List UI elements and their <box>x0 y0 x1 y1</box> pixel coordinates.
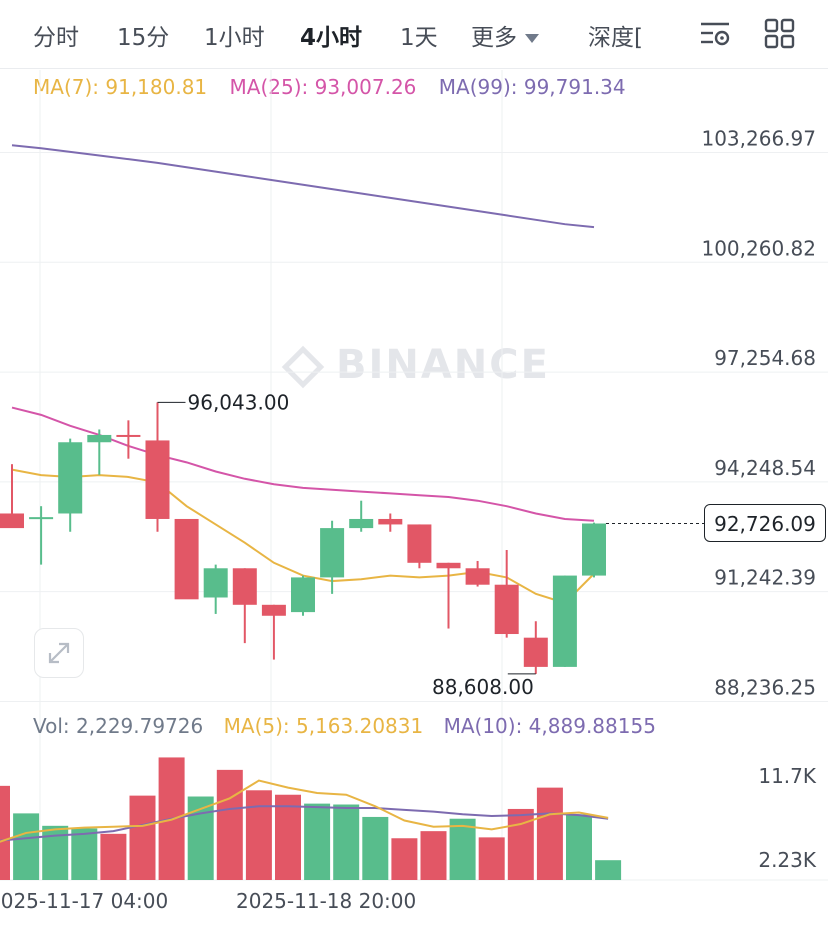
candle-body <box>58 442 83 514</box>
volume-bar <box>333 804 360 880</box>
candle-body <box>261 604 286 616</box>
x-axis-tick-label: 2025-11-18 20:00 <box>236 889 416 913</box>
volume-bar <box>0 785 10 880</box>
y-axis-tick-label: 88,236.25 <box>714 675 816 699</box>
volume-ma-legend: Vol: 2,229.79726 MA(5): 5,163.20831 MA(1… <box>33 714 670 738</box>
current-price-tag: 92,726.09 <box>704 504 826 543</box>
settings-sliders-icon[interactable] <box>697 16 733 52</box>
y-axis-tick-label: 91,242.39 <box>714 566 816 590</box>
ma99-label: MA(99): 99,791.34 <box>438 75 626 99</box>
volume-ma10-line <box>0 805 609 842</box>
y-axis-tick-label: 94,248.54 <box>714 456 816 480</box>
volume-axis-tick-label: 11.7K <box>758 764 817 788</box>
volume-bar <box>42 825 69 880</box>
y-axis-tick-label: 103,266.97 <box>701 126 816 150</box>
expand-icon <box>48 642 70 664</box>
volume-bar <box>566 814 592 880</box>
watermark-text: BINANCE <box>336 342 550 388</box>
x-axis-tick-label: 2025-11-17 04:00 <box>0 889 168 913</box>
volume-ma5-label: MA(5): 5,163.20831 <box>223 714 424 738</box>
volume-bar <box>595 860 622 880</box>
candle-body <box>523 637 548 667</box>
volume-bar <box>507 808 534 880</box>
candle-body <box>174 518 199 600</box>
volume-bar <box>100 833 127 880</box>
tabs-divider <box>0 68 828 69</box>
ma25-label: MA(25): 93,007.26 <box>229 75 417 99</box>
volume-bar <box>449 818 476 880</box>
candle-body <box>232 568 257 605</box>
volume-bar <box>391 838 418 880</box>
volume-bar <box>362 816 389 880</box>
volume-bar <box>275 794 301 880</box>
candle-body <box>291 577 315 613</box>
tab-more-label: 更多 <box>471 25 517 51</box>
volume-bar <box>71 828 98 880</box>
candle-body <box>407 524 432 563</box>
volume-bar <box>216 769 243 880</box>
candle-body <box>552 575 577 667</box>
volume-bar <box>129 795 156 880</box>
volume-label: Vol: 2,229.79726 <box>33 714 204 738</box>
binance-watermark: BINANCE <box>281 342 550 389</box>
candle-body <box>349 518 374 529</box>
candle-body <box>0 513 24 529</box>
chevron-down-icon <box>525 34 539 43</box>
candle-body <box>582 523 606 576</box>
tab-1h[interactable]: 1小时 <box>204 25 265 51</box>
volume-bar <box>187 796 214 880</box>
tab-4h[interactable]: 4小时 <box>300 25 363 51</box>
price-ma-legend: MA(7): 91,180.81 MA(25): 93,007.26 MA(99… <box>33 75 642 99</box>
candle-body <box>87 434 112 443</box>
volume-bar <box>13 813 40 880</box>
candle-body <box>145 440 170 519</box>
y-axis-tick-label: 97,254.68 <box>714 346 816 370</box>
volume-bar <box>536 787 563 880</box>
candle-body <box>203 568 228 598</box>
fullscreen-button[interactable] <box>34 628 84 678</box>
candle-body <box>29 517 54 520</box>
candle-body <box>436 562 461 569</box>
low-price-label: 88,608.00 <box>432 675 534 699</box>
volume-ma10-label: MA(10): 4,889.88155 <box>443 714 656 738</box>
ma7-label: MA(7): 91,180.81 <box>33 75 208 99</box>
tab-15m[interactable]: 15分 <box>117 25 170 51</box>
candle-body <box>494 584 519 635</box>
tab-more[interactable]: 更多 <box>471 18 539 52</box>
ma99-line <box>11 144 595 229</box>
candle-body <box>378 518 403 525</box>
volume-axis-tick-label: 2.23K <box>758 848 817 872</box>
volume-bar <box>245 790 272 880</box>
tab-depth[interactable]: 深度[ <box>588 25 643 51</box>
candle-body <box>465 568 490 585</box>
volume-bar <box>420 831 447 880</box>
tab-time-sharing[interactable]: 分时 <box>33 25 79 51</box>
high-price-label: 96,043.00 <box>188 390 290 414</box>
timeframe-tabs: 分时 15分 1小时 4小时 1天 更多 深度[ <box>0 0 828 70</box>
candle-body <box>320 528 345 578</box>
volume-bar <box>304 803 331 880</box>
grid-layout-icon[interactable] <box>762 16 798 52</box>
y-axis-tick-label: 100,260.82 <box>701 236 816 260</box>
volume-bar <box>478 837 505 880</box>
volume-ma5-line <box>0 779 609 843</box>
candle-body <box>116 434 141 437</box>
tab-1d[interactable]: 1天 <box>400 25 438 51</box>
